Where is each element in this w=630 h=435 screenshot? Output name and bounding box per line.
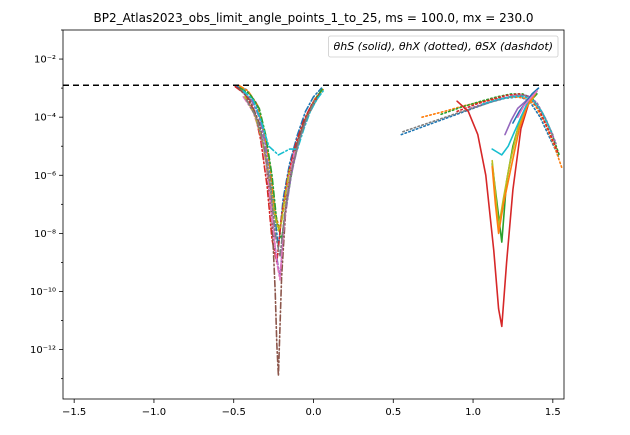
series-line-19 bbox=[491, 93, 538, 243]
y-tick-label: 10⁻² bbox=[34, 55, 56, 66]
x-tick-label: 0.0 bbox=[306, 407, 322, 418]
x-tick-label: −0.5 bbox=[222, 407, 246, 418]
y-tick-label: 10⁻⁸ bbox=[34, 229, 56, 240]
legend-label: θhS (solid), θhX (dotted), θSX (dashdot) bbox=[334, 40, 554, 53]
legend: θhS (solid), θhX (dotted), θSX (dashdot) bbox=[328, 35, 559, 58]
series-line-25 bbox=[516, 90, 538, 118]
series-line-17 bbox=[481, 95, 553, 133]
x-tick-label: 1.5 bbox=[545, 407, 561, 418]
x-axis: −1.5 −1.0 −0.5 0.0 0.5 1.0 1.5 bbox=[62, 399, 561, 418]
y-tick-label: 10⁻⁴ bbox=[34, 113, 56, 124]
plot-area bbox=[63, 84, 564, 377]
series-line-9 bbox=[242, 90, 324, 156]
legend-box bbox=[328, 35, 559, 58]
x-tick-label: 1.0 bbox=[465, 407, 481, 418]
series-line-21 bbox=[491, 93, 537, 235]
x-tick-label: −1.0 bbox=[142, 407, 166, 418]
series-line-18 bbox=[456, 90, 538, 328]
x-tick-label: 0.5 bbox=[385, 407, 401, 418]
series-line-6 bbox=[237, 87, 321, 377]
series-line-10 bbox=[245, 98, 316, 258]
series-line-4 bbox=[234, 85, 321, 264]
series-line-13 bbox=[440, 93, 561, 156]
y-tick-label: 10⁻¹² bbox=[30, 345, 56, 356]
chart-title: BP2_Atlas2023_obs_limit_angle_points_1_t… bbox=[93, 11, 533, 25]
y-axis: 10⁻¹² 10⁻¹⁰ 10⁻⁸ 10⁻⁶ 10⁻⁴ 10⁻² bbox=[30, 29, 63, 380]
y-tick-label: 10⁻¹⁰ bbox=[30, 287, 56, 298]
series-line-12 bbox=[421, 96, 564, 171]
y-tick-label: 10⁻⁶ bbox=[34, 171, 56, 182]
series-line-14 bbox=[456, 93, 559, 153]
x-tick-label: −1.5 bbox=[62, 407, 86, 418]
